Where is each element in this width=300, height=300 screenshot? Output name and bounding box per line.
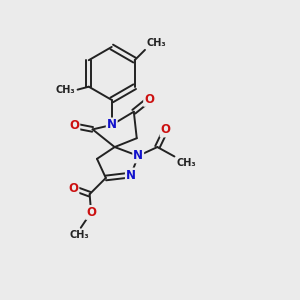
Text: CH₃: CH₃: [56, 85, 75, 94]
Text: N: N: [107, 118, 117, 131]
Text: CH₃: CH₃: [177, 158, 196, 168]
Text: CH₃: CH₃: [70, 230, 89, 240]
Text: N: N: [133, 149, 143, 162]
Text: O: O: [68, 182, 78, 195]
Text: N: N: [126, 169, 136, 182]
Text: O: O: [69, 119, 79, 132]
Text: O: O: [144, 93, 154, 106]
Text: O: O: [160, 124, 171, 136]
Text: O: O: [86, 206, 96, 219]
Text: CH₃: CH₃: [146, 38, 166, 47]
